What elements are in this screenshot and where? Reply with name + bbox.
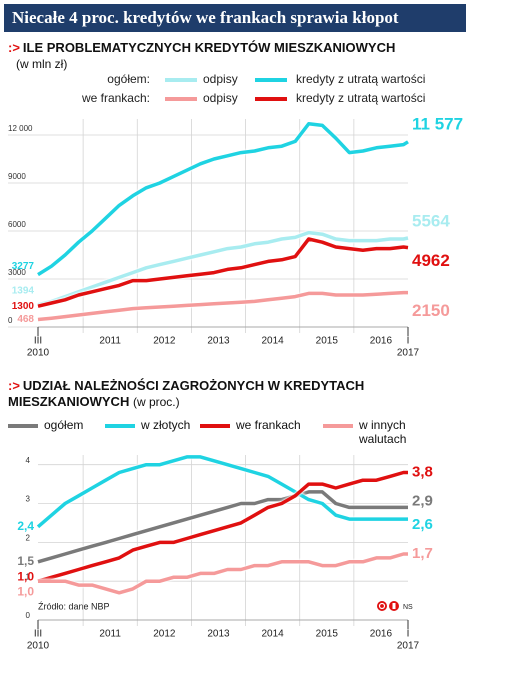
header-title: Niecałe 4 proc. kredytów we frankach spr…	[12, 8, 399, 27]
value-label: 2150	[412, 301, 450, 320]
title-marker: :>	[8, 378, 20, 393]
series-line	[37, 290, 408, 322]
value-label: 11 577	[412, 114, 463, 133]
y-tick-label: 1	[26, 572, 31, 581]
legend-item: w innych walutach	[323, 418, 423, 446]
chart-subtitle: (w proc.)	[132, 395, 180, 409]
chart-title-block: :> UDZIAŁ NALEŻNOŚCI ZAGROŻONYCH W KREDYT…	[8, 378, 408, 410]
series-line	[37, 470, 408, 583]
y-tick-label: 2	[26, 533, 31, 542]
value-label: 1394	[12, 285, 35, 296]
value-label: 2,4	[17, 519, 34, 533]
series-line	[37, 237, 409, 308]
x-year-label: 2014	[262, 629, 285, 640]
legend-swatch	[323, 424, 353, 428]
legend-swatch	[200, 424, 230, 428]
x-year-label: 2016	[370, 336, 393, 347]
legend-group: we frankach:	[81, 91, 150, 105]
x-year-label: 2013	[207, 629, 230, 640]
value-label: 2,9	[412, 492, 433, 509]
chart-title-block: :> ILE PROBLEMATYCZNYCH KREDYTÓW MIESZKAN…	[8, 40, 428, 72]
y-tick-label: 4	[26, 456, 31, 465]
value-label: 1,0	[17, 569, 34, 583]
x-year-label: 2014	[262, 336, 285, 347]
chart-subtitle: (w mln zł)	[16, 57, 68, 71]
legend-label: ogółem	[44, 418, 84, 432]
value-label: 2,6	[412, 516, 433, 533]
x-year-label: 2015	[316, 629, 339, 640]
x-year-label: 2010	[27, 641, 50, 652]
x-tick-label: I	[407, 336, 410, 347]
value-label: 1,5	[17, 554, 34, 568]
legend-swatch	[105, 424, 135, 428]
x-year-label: 2016	[370, 629, 393, 640]
logo-glyph	[392, 603, 396, 609]
legend-label: we frankach	[236, 418, 301, 432]
value-label: 5564	[412, 211, 450, 230]
legend-item: we frankach	[200, 418, 301, 432]
x-year-label: 2010	[27, 348, 50, 359]
x-tick-label: III	[34, 336, 42, 347]
value-label: 3,8	[412, 463, 433, 480]
series-line	[37, 122, 409, 277]
x-year-label: 2012	[153, 336, 176, 347]
x-year-label: 2017	[397, 348, 420, 359]
y-tick-label: 3000	[8, 268, 26, 277]
legend-label: odpisy	[203, 91, 238, 105]
y-tick-label: 6000	[8, 220, 26, 229]
x-year-label: 2011	[99, 336, 121, 347]
legend-label: odpisy	[203, 72, 238, 86]
value-label: 468	[17, 314, 34, 325]
x-year-label: 2011	[99, 629, 121, 640]
legend-label: kredyty z utratą wartości	[296, 72, 425, 86]
y-tick-label: 3	[26, 495, 31, 504]
x-tick-label: I	[407, 629, 410, 640]
chart-title: UDZIAŁ NALEŻNOŚCI ZAGROŻONYCH W KREDYTAC…	[8, 378, 365, 409]
logo	[377, 601, 387, 611]
x-year-label: 2015	[316, 336, 339, 347]
source: Źródło: dane NBP	[38, 601, 110, 611]
title-marker: :>	[8, 40, 20, 55]
series-line	[37, 490, 408, 564]
value-label: 1300	[12, 301, 35, 312]
value-label: 4962	[412, 251, 450, 270]
y-tick-label: 9000	[8, 172, 26, 181]
y-tick-label: 0	[8, 316, 13, 325]
y-tick-label: 0	[26, 611, 31, 620]
x-tick-label: III	[34, 629, 42, 640]
legend-item: w złotych	[105, 418, 190, 432]
value-label: 3277	[12, 261, 35, 272]
series-line	[36, 455, 408, 529]
logo-glyph	[378, 602, 386, 610]
value-label: 1,0	[17, 584, 34, 598]
y-tick-label: 12 000	[8, 124, 33, 133]
series-line	[37, 230, 409, 307]
x-year-label: 2012	[153, 629, 176, 640]
credit: NS	[403, 604, 413, 611]
series-line	[38, 552, 408, 595]
chart-title: ILE PROBLEMATYCZNYCH KREDYTÓW MIESZKANIO…	[22, 40, 396, 55]
x-year-label: 2013	[207, 336, 230, 347]
header-band	[4, 4, 466, 32]
legend-label: w złotych	[141, 418, 191, 432]
legend-label: kredyty z utratą wartości	[296, 91, 425, 105]
legend-label: w innych walutach	[359, 418, 407, 446]
value-label: 1,7	[412, 545, 433, 562]
legend-swatch	[8, 424, 38, 428]
legend-group: ogółem:	[107, 72, 150, 86]
x-year-label: 2017	[397, 641, 420, 652]
legend-item: ogółem	[8, 418, 83, 432]
